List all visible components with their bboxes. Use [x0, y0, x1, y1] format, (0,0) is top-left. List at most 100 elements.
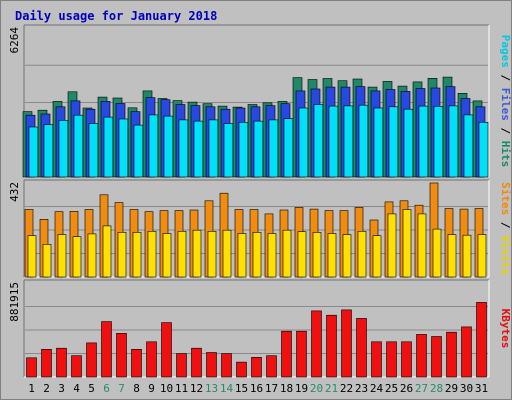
bar-sites-day-21	[327, 233, 337, 278]
bar-pages-day-5	[88, 123, 99, 178]
x-tick-label: 26	[400, 382, 413, 395]
bar-kbytes-day-16	[251, 356, 262, 378]
legend-entry: /	[499, 215, 512, 235]
y-max-label: 881915	[8, 282, 21, 322]
x-tick-label: 17	[265, 382, 278, 395]
x-tick-label: 18	[280, 382, 293, 395]
bar-kbytes-day-5	[86, 342, 97, 378]
x-axis-labels: 1 2 3 4 5 6 7 8 9 10 11 12 13 14 15 16 17 18 19 20 21 22 23 24 2…	[28, 382, 488, 395]
bar-kbytes-day-30	[461, 326, 472, 378]
panel-bottom: 881915 KBytes	[8, 279, 512, 378]
bar-pages-day-7	[118, 118, 129, 178]
x-tick-label: 1	[28, 382, 35, 395]
x-tick-label: 7	[118, 382, 125, 395]
bar-sites-day-30	[462, 234, 472, 278]
x-tick-label: 28	[430, 382, 443, 395]
bar-kbytes-day-4	[71, 355, 82, 378]
bar-sites-day-20	[312, 232, 322, 278]
legend-entry: Hits	[499, 141, 512, 168]
bar-kbytes-day-27	[416, 334, 427, 378]
x-tick-label: 15	[235, 382, 248, 395]
bar-kbytes-day-8	[131, 348, 142, 378]
x-tick-label: 9	[148, 382, 155, 395]
chart-title: Daily usage for January 2018	[15, 9, 217, 23]
x-tick-label: 25	[385, 382, 398, 395]
bar-sites-day-22	[342, 234, 352, 278]
x-tick-label: 11	[175, 382, 188, 395]
bar-kbytes-day-29	[446, 331, 457, 378]
bar-kbytes-day-18	[281, 330, 292, 378]
bar-kbytes-day-2	[41, 348, 52, 378]
bar-pages-day-27	[418, 105, 429, 178]
bar-pages-day-25	[388, 106, 399, 178]
x-tick-label: 20	[310, 382, 323, 395]
bar-kbytes-day-7	[116, 332, 127, 378]
bar-sites-day-2	[42, 244, 52, 278]
bar-sites-day-1	[27, 235, 37, 278]
bar-pages-day-15	[238, 122, 249, 178]
bar-sites-day-17	[267, 233, 277, 278]
legend-entry: Pages	[499, 35, 512, 68]
bar-kbytes-day-6	[101, 321, 112, 378]
bar-sites-day-31	[477, 234, 487, 278]
bar-kbytes-day-21	[326, 314, 337, 378]
bar-pages-day-20	[313, 104, 324, 178]
bar-pages-day-28	[433, 106, 444, 178]
series-legend: Sites / Visits	[499, 182, 512, 275]
bar-sites-day-15	[237, 233, 247, 278]
legend-entry: /	[499, 121, 512, 141]
chart-panels: 6264 Pages / Files / Hits 432 Sites / Visit…	[8, 24, 512, 378]
bar-pages-day-29	[448, 105, 459, 178]
bar-kbytes-day-13	[206, 352, 217, 378]
x-tick-label: 5	[88, 382, 95, 395]
bar-kbytes-day-11	[176, 353, 187, 378]
bar-kbytes-day-3	[56, 347, 67, 378]
bar-sites-day-6	[102, 225, 112, 278]
bar-pages-day-13	[208, 119, 219, 178]
bar-sites-day-13	[207, 231, 217, 278]
x-tick-label: 2	[43, 382, 50, 395]
series-legend: Pages / Files / Hits	[499, 35, 512, 168]
x-tick-label: 29	[445, 382, 458, 395]
bar-kbytes-day-14	[221, 353, 232, 378]
bar-pages-day-9	[148, 114, 159, 178]
bar-kbytes-day-20	[311, 310, 322, 378]
bar-sites-day-26	[402, 209, 412, 278]
bar-kbytes-day-22	[341, 309, 352, 378]
bar-sites-day-24	[372, 235, 382, 278]
bar-sites-day-12	[192, 229, 202, 278]
bar-pages-day-21	[328, 105, 339, 178]
bar-pages-day-23	[358, 104, 369, 178]
bars-bottom	[26, 302, 487, 378]
bar-kbytes-day-19	[296, 330, 307, 378]
x-tick-label: 6	[103, 382, 110, 395]
panel-top: 6264 Pages / Files / Hits	[8, 24, 512, 178]
bar-sites-day-4	[72, 236, 82, 278]
bars-top	[22, 76, 489, 178]
bar-kbytes-day-1	[26, 357, 37, 378]
bar-sites-day-18	[282, 229, 292, 278]
bar-pages-day-4	[73, 114, 84, 178]
bar-sites-day-14	[222, 229, 232, 278]
bar-pages-day-3	[58, 120, 69, 178]
x-tick-label: 13	[205, 382, 218, 395]
bar-kbytes-day-31	[476, 302, 487, 378]
bar-sites-day-5	[87, 233, 97, 278]
bar-sites-day-23	[357, 231, 367, 278]
bar-pages-day-12	[193, 120, 204, 178]
legend-entry: Visits	[499, 235, 512, 275]
bar-sites-day-28	[432, 228, 442, 278]
bar-pages-day-6	[103, 116, 114, 178]
x-tick-label: 8	[133, 382, 140, 395]
bar-kbytes-day-17	[266, 355, 277, 378]
x-tick-label: 14	[220, 382, 234, 395]
bar-sites-day-11	[177, 231, 187, 278]
bar-pages-day-14	[223, 123, 234, 178]
legend-entry: /	[499, 68, 512, 88]
x-tick-label: 3	[58, 382, 65, 395]
bar-pages-day-26	[403, 108, 414, 178]
series-legend: KBytes	[499, 309, 512, 349]
bar-kbytes-day-24	[371, 341, 382, 378]
